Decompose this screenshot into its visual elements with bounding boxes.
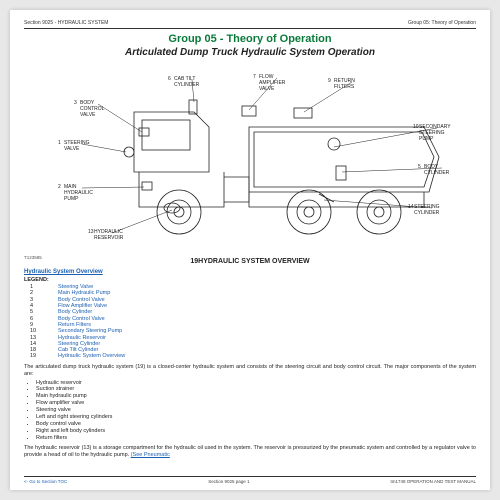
svg-text:VALVE: VALVE (259, 86, 275, 92)
page-footer: <- Go to Section TOC Section 9025 page 1… (24, 476, 476, 484)
svg-text:6: 6 (168, 76, 171, 82)
list-item: Suction strainer (36, 386, 476, 393)
svg-text:10: 10 (413, 124, 419, 130)
svg-text:13: 13 (88, 229, 94, 235)
svg-text:1: 1 (58, 140, 61, 146)
svg-text:RESERVOIR: RESERVOIR (94, 235, 124, 241)
svg-text:14: 14 (408, 204, 414, 210)
list-item: Steering valve (36, 407, 476, 414)
manual-page: Section 9025 - HYDRAULIC SYSTEM Group 05… (10, 10, 490, 490)
para2-text: The hydraulic reservoir (13) is a storag… (24, 445, 476, 458)
caption-num: 19 (190, 258, 198, 265)
list-item: Hydraulic reservoir (36, 380, 476, 387)
svg-text:5: 5 (418, 164, 421, 170)
footer-manual-id: tm1748 OPERATION AND TEST MANUAL (390, 479, 476, 484)
diagram-caption: 19HYDRAULIC SYSTEM OVERVIEW (24, 258, 476, 265)
list-item: Body control valve (36, 421, 476, 428)
footer-page-num: Section 9025 page 1 (208, 479, 249, 484)
pneumatic-link[interactable]: (See Pneumatic (131, 452, 170, 458)
paragraph-1: The articulated dump truck hydraulic sys… (24, 364, 476, 378)
svg-text:PUMP: PUMP (419, 136, 434, 142)
svg-text:VALVE: VALVE (80, 112, 96, 118)
list-item: Flow amplifier valve (36, 400, 476, 407)
svg-text:PUMP: PUMP (64, 196, 79, 202)
paragraph-2: The hydraulic reservoir (13) is a storag… (24, 445, 476, 459)
truck-diagram: 6CAB TILTCYLINDER7FLOWAMPLIFIERVALVE9RET… (24, 62, 476, 252)
legend-term[interactable]: Hydraulic System Overview (58, 353, 125, 359)
svg-text:CYLINDER: CYLINDER (174, 82, 200, 88)
svg-text:9: 9 (328, 78, 331, 84)
group-title: Group 05 - Theory of Operation (24, 33, 476, 45)
caption-text: HYDRAULIC SYSTEM OVERVIEW (198, 258, 310, 265)
legend-row: 19 Hydraulic System Overview (30, 353, 476, 359)
list-item: Return filters (36, 435, 476, 442)
svg-text:3: 3 (74, 100, 77, 106)
legend-label: LEGEND: (24, 277, 476, 283)
svg-text:CYLINDER: CYLINDER (414, 210, 440, 216)
svg-text:7: 7 (253, 74, 256, 80)
svg-text:VALVE: VALVE (64, 146, 80, 152)
svg-text:2: 2 (58, 184, 61, 190)
header-left: Section 9025 - HYDRAULIC SYSTEM (24, 20, 108, 26)
page-header: Section 9025 - HYDRAULIC SYSTEM Group 05… (24, 20, 476, 29)
component-list: Hydraulic reservoirSuction strainerMain … (36, 380, 476, 442)
list-item: Main hydraulic pump (36, 393, 476, 400)
legend-num: 19 (30, 353, 44, 359)
svg-text:CYLINDER: CYLINDER (424, 170, 450, 176)
main-title: Articulated Dump Truck Hydraulic System … (24, 47, 476, 58)
list-item: Right and left body cylinders (36, 428, 476, 435)
footer-toc-link[interactable]: <- Go to Section TOC (24, 479, 67, 484)
header-right: Group 05: Theory of Operation (408, 20, 476, 26)
legend-table: 1Steering Valve2Main Hydraulic Pump3Body… (30, 284, 476, 360)
overview-link[interactable]: Hydraulic System Overview (24, 269, 476, 275)
svg-text:FILTERS: FILTERS (334, 84, 355, 90)
list-item: Left and right steering cylinders (36, 414, 476, 421)
